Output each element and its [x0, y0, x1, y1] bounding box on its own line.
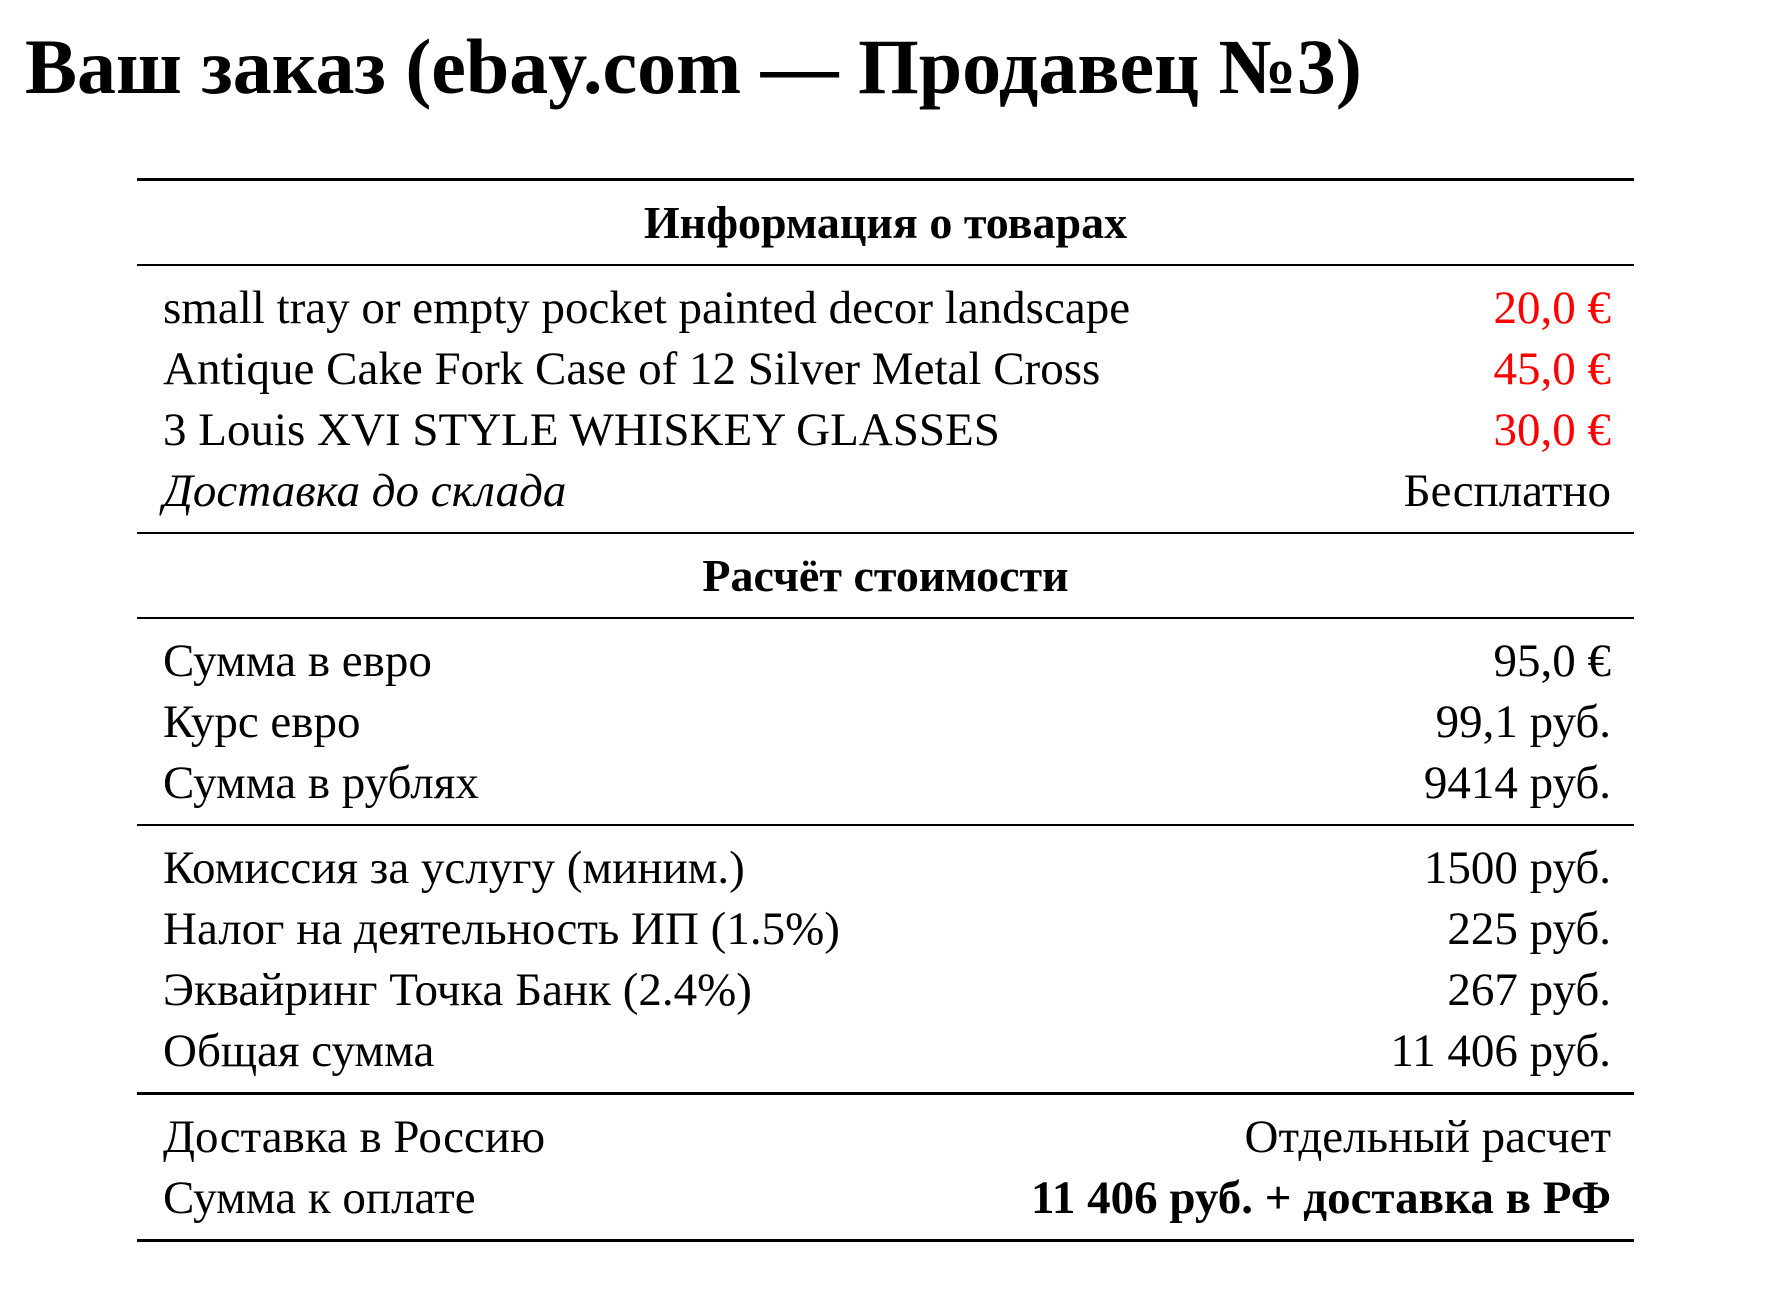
russia-delivery-label: Доставка в Россию	[163, 1111, 546, 1163]
fee-label: Налог на деятельность ИП (1.5%)	[163, 903, 840, 955]
calc-section-header: Расчёт стоимости	[702, 550, 1069, 601]
item-row: 3 Louis XVI STYLE WHISKEY GLASSES 30,0 €	[137, 400, 1634, 461]
fee-row: Комиссия за услугу (миним.) 1500 руб.	[137, 838, 1634, 899]
item-price: 30,0 €	[1493, 404, 1612, 456]
calc-label: Сумма в евро	[163, 635, 432, 687]
warehouse-delivery-row: Доставка до склада Бесплатно	[137, 461, 1634, 522]
fee-row: Эквайринг Точка Банк (2.4%) 267 руб.	[137, 960, 1634, 1021]
item-price: 45,0 €	[1493, 343, 1612, 395]
russia-delivery-value: Отдельный расчет	[1244, 1111, 1611, 1163]
fees-list: Комиссия за услугу (миним.) 1500 руб. На…	[137, 826, 1634, 1092]
divider	[137, 532, 1634, 534]
divider	[137, 1239, 1634, 1242]
russia-delivery-row: Доставка в Россию Отдельный расчет	[137, 1107, 1634, 1168]
calc-value: 95,0 €	[1493, 635, 1612, 687]
calc-row: Сумма в евро 95,0 €	[137, 631, 1634, 692]
calc-label: Курс евро	[163, 696, 361, 748]
fee-label: Комиссия за услугу (миним.)	[163, 842, 745, 894]
item-row: small tray or empty pocket painted decor…	[137, 278, 1634, 339]
goods-list: small tray or empty pocket painted decor…	[137, 266, 1634, 532]
conversion-list: Сумма в евро 95,0 € Курс евро 99,1 руб. …	[137, 619, 1634, 824]
divider	[137, 617, 1634, 619]
calc-row: Курс евро 99,1 руб.	[137, 692, 1634, 753]
total-row: Общая сумма 11 406 руб.	[137, 1021, 1634, 1082]
fee-row: Налог на деятельность ИП (1.5%) 225 руб.	[137, 899, 1634, 960]
order-table: Информация о товарах small tray or empty…	[137, 178, 1634, 1242]
page-title: Ваш заказ (ebay.com — Продавец №3)	[25, 23, 1362, 110]
fee-value: 267 руб.	[1447, 964, 1611, 1016]
item-row: Antique Cake Fork Case of 12 Silver Meta…	[137, 339, 1634, 400]
divider	[137, 178, 1634, 181]
item-name: 3 Louis XVI STYLE WHISKEY GLASSES	[163, 404, 1000, 456]
warehouse-delivery-label: Доставка до склада	[163, 465, 567, 517]
amount-due-value: 11 406 руб. + доставка в РФ	[1030, 1172, 1611, 1224]
calc-value: 9414 руб.	[1423, 757, 1611, 809]
item-price: 20,0 €	[1493, 282, 1612, 334]
goods-section-header: Информация о товарах	[643, 197, 1128, 248]
final-list: Доставка в Россию Отдельный расчет Сумма…	[137, 1095, 1634, 1239]
total-value: 11 406 руб.	[1390, 1025, 1611, 1077]
fee-value: 1500 руб.	[1423, 842, 1611, 894]
total-label: Общая сумма	[163, 1025, 435, 1077]
amount-due-label: Сумма к оплате	[163, 1172, 476, 1224]
calc-label: Сумма в рублях	[163, 757, 479, 809]
amount-due-row: Сумма к оплате 11 406 руб. + доставка в …	[137, 1168, 1634, 1229]
calc-row: Сумма в рублях 9414 руб.	[137, 753, 1634, 814]
item-name: small tray or empty pocket painted decor…	[163, 282, 1131, 334]
calc-value: 99,1 руб.	[1435, 696, 1611, 748]
warehouse-delivery-value: Бесплатно	[1403, 465, 1611, 517]
divider	[137, 1092, 1634, 1095]
divider	[137, 824, 1634, 826]
fee-value: 225 руб.	[1447, 903, 1611, 955]
item-name: Antique Cake Fork Case of 12 Silver Meta…	[163, 343, 1101, 395]
fee-label: Эквайринг Точка Банк (2.4%)	[163, 964, 752, 1016]
divider	[137, 264, 1634, 266]
